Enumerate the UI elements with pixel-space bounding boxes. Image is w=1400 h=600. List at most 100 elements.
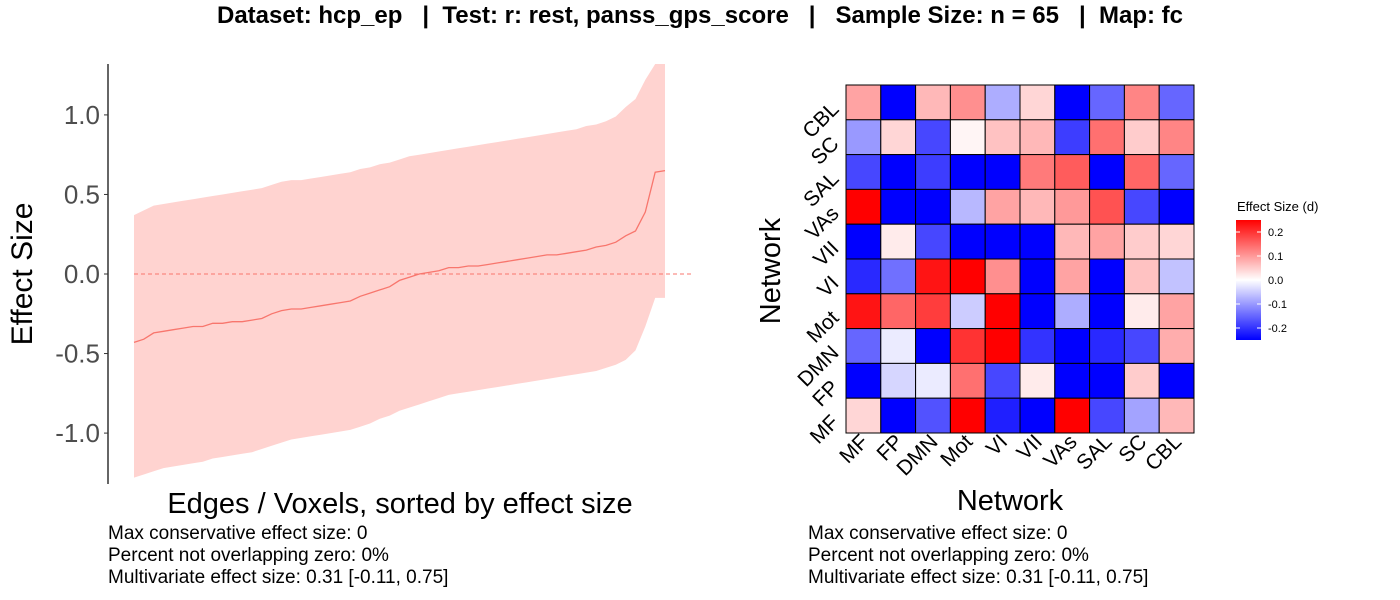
heatmap-cell bbox=[1054, 328, 1091, 364]
heatmap-cell bbox=[949, 328, 986, 364]
heatmap-cell bbox=[1123, 397, 1160, 434]
y-category-label: VAs bbox=[801, 202, 843, 244]
heatmap-cell bbox=[1019, 119, 1056, 156]
heatmap-cell bbox=[845, 223, 882, 260]
heatmap-cell bbox=[1158, 293, 1195, 330]
heatmap-cell bbox=[1089, 258, 1125, 295]
y-tick-label: -0.5 bbox=[55, 339, 100, 369]
heatmap-cell bbox=[845, 84, 882, 121]
heatmap-cell bbox=[880, 154, 917, 190]
y-category-label: SAL bbox=[799, 167, 843, 211]
heatmap-cell bbox=[984, 293, 1021, 330]
x-category-label: SAL bbox=[1072, 430, 1116, 474]
note-max-conservative: Max conservative effect size: 0 bbox=[808, 523, 1068, 544]
heatmap-cell bbox=[1089, 328, 1125, 364]
heatmap-cell bbox=[1019, 84, 1056, 121]
heatmap-cell bbox=[949, 84, 986, 121]
heatmap-cell bbox=[984, 397, 1021, 434]
heatmap-cell bbox=[1054, 293, 1091, 330]
heatmap-cell bbox=[915, 84, 951, 121]
summary-notes-left: Max conservative effect size: 0 Percent … bbox=[108, 523, 448, 589]
y-axis-title: Effect Size bbox=[6, 203, 39, 346]
heatmap-cell bbox=[915, 223, 951, 260]
heatmap-cell bbox=[1054, 188, 1091, 225]
heatmap-cell bbox=[1158, 258, 1195, 295]
heatmap-cell bbox=[949, 119, 986, 156]
heatmap-cell bbox=[1123, 328, 1160, 364]
x-axis-title: Edges / Voxels, sorted by effect size bbox=[167, 488, 632, 520]
note-percent-nonoverlap: Percent not overlapping zero: 0% bbox=[108, 545, 389, 566]
heatmap-cell bbox=[1158, 397, 1195, 434]
heatmap-cell bbox=[1089, 397, 1125, 434]
effect-size-line-chart: 1.0 0.5 0.0 -0.5 -1.0 Effect Size Edges / Voxe… bbox=[6, 64, 692, 520]
x-category-label: CBL bbox=[1141, 430, 1186, 475]
heatmap-cell bbox=[1158, 362, 1195, 399]
heatmap-cell bbox=[845, 119, 882, 156]
heatmap-cell bbox=[1123, 119, 1160, 156]
heatmap-cell bbox=[984, 84, 1021, 121]
heatmap-cell bbox=[949, 258, 986, 295]
heatmap-cell bbox=[845, 328, 882, 364]
heatmap-cell bbox=[845, 362, 882, 399]
heatmap-cell bbox=[915, 258, 951, 295]
heatmap-cell bbox=[1054, 362, 1091, 399]
heatmap-cell bbox=[1158, 328, 1195, 364]
heatmap-cell bbox=[1054, 84, 1091, 121]
heatmap-cell bbox=[845, 154, 882, 190]
heatmap-cell bbox=[1123, 154, 1160, 190]
y-category-label: Mot bbox=[803, 306, 844, 347]
figure-title: Dataset: hcp_ep | Test: r: rest, panss_g… bbox=[216, 2, 1183, 29]
heatmap-cell bbox=[984, 328, 1021, 364]
heatmap-cell bbox=[1158, 119, 1195, 156]
heatmap-cell bbox=[915, 362, 951, 399]
heatmap-cell bbox=[1019, 154, 1056, 190]
note-max-conservative: Max conservative effect size: 0 bbox=[108, 523, 368, 544]
heatmap-cell bbox=[1019, 188, 1056, 225]
heatmap-cell bbox=[1054, 119, 1091, 156]
heatmap-cell bbox=[880, 362, 917, 399]
heatmap-cell bbox=[1019, 328, 1056, 364]
y-tick-label: 0.5 bbox=[64, 179, 100, 209]
legend-colorbar bbox=[1236, 220, 1261, 340]
heatmap-cell bbox=[880, 223, 917, 260]
heatmap-cell bbox=[845, 258, 882, 295]
heatmap-cell bbox=[880, 328, 917, 364]
heatmap-cell bbox=[845, 293, 882, 330]
heatmap-cell bbox=[1089, 223, 1125, 260]
heatmap-cell bbox=[845, 397, 882, 434]
heatmap-cell bbox=[880, 119, 917, 156]
legend-tick-label: 0.1 bbox=[1268, 251, 1283, 263]
heatmap-cell bbox=[1054, 397, 1091, 434]
heatmap-cell bbox=[1054, 154, 1091, 190]
x-category-label: Mot bbox=[936, 430, 977, 471]
heatmap-cell bbox=[915, 293, 951, 330]
y-category-label: MF bbox=[806, 411, 844, 449]
heatmap-cell bbox=[1158, 154, 1195, 190]
summary-notes-right: Max conservative effect size: 0 Percent … bbox=[808, 523, 1148, 589]
heatmap-cell bbox=[1054, 258, 1091, 295]
confidence-band bbox=[134, 64, 665, 478]
heatmap-cell bbox=[984, 154, 1021, 190]
heatmap-cell bbox=[984, 258, 1021, 295]
x-category-label: MF bbox=[835, 430, 873, 468]
note-percent-nonoverlap: Percent not overlapping zero: 0% bbox=[808, 545, 1089, 566]
legend-title: Effect Size (d) bbox=[1237, 199, 1318, 214]
heatmap-cell bbox=[1123, 188, 1160, 225]
legend-tick-label: 0.2 bbox=[1268, 227, 1283, 239]
heatmap-cell bbox=[880, 258, 917, 295]
note-multivariate: Multivariate effect size: 0.31 [-0.11, 0… bbox=[108, 567, 449, 588]
heatmap-cell bbox=[1019, 293, 1056, 330]
heatmap-cell bbox=[1158, 223, 1195, 260]
heatmap-cell bbox=[915, 397, 951, 434]
heatmap-cell bbox=[1019, 362, 1056, 399]
heatmap-cell bbox=[915, 188, 951, 225]
heatmap-cell bbox=[1158, 84, 1195, 121]
heatmap-cell bbox=[880, 293, 917, 330]
y-category-label: CBL bbox=[798, 98, 843, 143]
effect-size-line bbox=[133, 169, 666, 344]
heatmap-cell bbox=[949, 397, 986, 434]
heatmap-cell bbox=[1123, 223, 1160, 260]
heatmap-cell bbox=[1019, 223, 1056, 260]
heatmap-cell bbox=[1019, 397, 1056, 434]
